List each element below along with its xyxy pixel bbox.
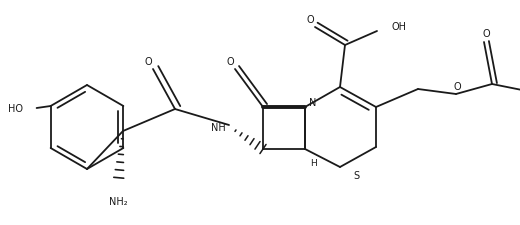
Text: O: O: [306, 15, 314, 25]
Text: N: N: [309, 98, 317, 108]
Text: O: O: [226, 57, 234, 67]
Text: OH: OH: [391, 22, 406, 32]
Text: S: S: [353, 170, 359, 180]
Text: O: O: [144, 57, 152, 67]
Text: HO: HO: [8, 104, 23, 113]
Text: NH: NH: [211, 122, 225, 132]
Text: NH₂: NH₂: [109, 196, 127, 206]
Text: H: H: [309, 159, 316, 168]
Text: O: O: [453, 82, 461, 92]
Text: O: O: [482, 29, 490, 39]
